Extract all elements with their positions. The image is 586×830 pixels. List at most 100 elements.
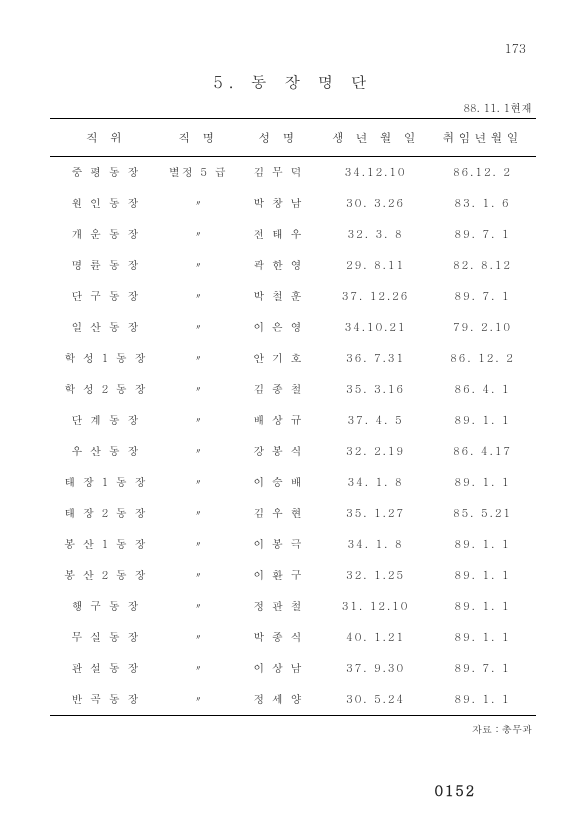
table-row: 우 산 동 장〃강 봉 식32. 2.1986. 4.17 <box>50 436 536 467</box>
col-rank: 직 명 <box>162 119 235 157</box>
cell-appointed: 85. 5.21 <box>429 498 536 529</box>
cell-appointed: 83. 1. 6 <box>429 188 536 219</box>
table-head: 직 위 직 명 성 명 생 년 월 일 취임년월일 <box>50 119 536 157</box>
cell-rank: 〃 <box>162 188 235 219</box>
cell-rank: 〃 <box>162 405 235 436</box>
cell-appointed: 89. 1. 1 <box>429 529 536 560</box>
table-row: 원 인 동 장〃박 창 남30. 3.2683. 1. 6 <box>50 188 536 219</box>
table-row: 태 장 1 동 장〃이 승 배34. 1. 889. 1. 1 <box>50 467 536 498</box>
cell-birth: 30. 5.24 <box>322 684 429 716</box>
cell-birth: 40. 1.21 <box>322 622 429 653</box>
cell-birth: 31. 12.10 <box>322 591 429 622</box>
cell-name: 이 승 배 <box>235 467 322 498</box>
cell-birth: 34. 1. 8 <box>322 529 429 560</box>
cell-position: 봉 산 2 동 장 <box>50 560 162 591</box>
cell-name: 이 환 구 <box>235 560 322 591</box>
cell-birth: 37. 4. 5 <box>322 405 429 436</box>
cell-name: 김 종 철 <box>235 374 322 405</box>
table-row: 학 성 2 동 장〃김 종 철35. 3.1686. 4. 1 <box>50 374 536 405</box>
cell-rank: 〃 <box>162 312 235 343</box>
cell-name: 김 우 현 <box>235 498 322 529</box>
cell-rank: 〃 <box>162 374 235 405</box>
cell-name: 정 관 철 <box>235 591 322 622</box>
table-row: 단 구 동 장〃박 철 훈37. 12.2689. 7. 1 <box>50 281 536 312</box>
cell-name: 배 상 규 <box>235 405 322 436</box>
cell-position: 단 구 동 장 <box>50 281 162 312</box>
source-note: 자료 : 총무과 <box>50 722 536 736</box>
cell-position: 행 구 동 장 <box>50 591 162 622</box>
cell-appointed: 89. 1. 1 <box>429 684 536 716</box>
table-row: 일 산 동 장〃이 은 영34.10.2179. 2.10 <box>50 312 536 343</box>
cell-appointed: 89. 1. 1 <box>429 405 536 436</box>
cell-rank: 〃 <box>162 622 235 653</box>
col-birth: 생 년 월 일 <box>322 119 429 157</box>
as-of-date: 88. 11. 1현재 <box>50 101 536 116</box>
cell-name: 정 세 양 <box>235 684 322 716</box>
cell-appointed: 86. 4. 1 <box>429 374 536 405</box>
cell-name: 안 기 호 <box>235 343 322 374</box>
cell-position: 학 성 2 동 장 <box>50 374 162 405</box>
cell-birth: 29. 8.11 <box>322 250 429 281</box>
cell-name: 이 은 영 <box>235 312 322 343</box>
cell-position: 단 계 동 장 <box>50 405 162 436</box>
table-row: 무 실 동 장〃박 종 식40. 1.2189. 1. 1 <box>50 622 536 653</box>
table-row: 행 구 동 장〃정 관 철31. 12.1089. 1. 1 <box>50 591 536 622</box>
cell-birth: 34.12.10 <box>322 157 429 189</box>
cell-rank: 〃 <box>162 250 235 281</box>
cell-appointed: 89. 7. 1 <box>429 653 536 684</box>
table-row: 중 평 동 장별정 5 급김 무 덕34.12.1086.12. 2 <box>50 157 536 189</box>
table-row: 단 계 동 장〃배 상 규37. 4. 589. 1. 1 <box>50 405 536 436</box>
cell-birth: 34. 1. 8 <box>322 467 429 498</box>
cell-position: 반 곡 동 장 <box>50 684 162 716</box>
table-row: 명 륜 동 장〃곽 한 영29. 8.1182. 8.12 <box>50 250 536 281</box>
cell-position: 태 장 1 동 장 <box>50 467 162 498</box>
cell-appointed: 89. 7. 1 <box>429 281 536 312</box>
cell-position: 무 실 동 장 <box>50 622 162 653</box>
cell-name: 박 창 남 <box>235 188 322 219</box>
cell-rank: 별정 5 급 <box>162 157 235 189</box>
cell-appointed: 89. 1. 1 <box>429 622 536 653</box>
table-row: 봉 산 1 동 장〃이 봉 극34. 1. 889. 1. 1 <box>50 529 536 560</box>
cell-appointed: 89. 1. 1 <box>429 560 536 591</box>
cell-position: 우 산 동 장 <box>50 436 162 467</box>
cell-rank: 〃 <box>162 653 235 684</box>
table-row: 봉 산 2 동 장〃이 환 구32. 1.2589. 1. 1 <box>50 560 536 591</box>
roster-table: 직 위 직 명 성 명 생 년 월 일 취임년월일 중 평 동 장별정 5 급김… <box>50 118 536 716</box>
cell-birth: 37. 9.30 <box>322 653 429 684</box>
cell-birth: 32. 1.25 <box>322 560 429 591</box>
foot-page-number: 0152 <box>435 780 476 800</box>
cell-birth: 35. 1.27 <box>322 498 429 529</box>
cell-position: 태 장 2 동 장 <box>50 498 162 529</box>
page-number: 173 <box>505 40 526 57</box>
document-title: 5. 동 장 명 단 <box>50 70 536 93</box>
cell-appointed: 89. 1. 1 <box>429 591 536 622</box>
cell-rank: 〃 <box>162 498 235 529</box>
cell-rank: 〃 <box>162 281 235 312</box>
cell-birth: 35. 3.16 <box>322 374 429 405</box>
col-name: 성 명 <box>235 119 322 157</box>
col-position: 직 위 <box>50 119 162 157</box>
cell-position: 봉 산 1 동 장 <box>50 529 162 560</box>
cell-rank: 〃 <box>162 591 235 622</box>
cell-position: 명 륜 동 장 <box>50 250 162 281</box>
cell-birth: 32. 3. 8 <box>322 219 429 250</box>
cell-name: 이 상 남 <box>235 653 322 684</box>
cell-rank: 〃 <box>162 560 235 591</box>
cell-birth: 37. 12.26 <box>322 281 429 312</box>
cell-name: 강 봉 식 <box>235 436 322 467</box>
table-row: 반 곡 동 장〃정 세 양30. 5.2489. 1. 1 <box>50 684 536 716</box>
cell-position: 일 산 동 장 <box>50 312 162 343</box>
cell-appointed: 89. 1. 1 <box>429 467 536 498</box>
table-row: 학 성 1 동 장〃안 기 호36. 7.3186. 12. 2 <box>50 343 536 374</box>
cell-appointed: 79. 2.10 <box>429 312 536 343</box>
cell-appointed: 82. 8.12 <box>429 250 536 281</box>
cell-rank: 〃 <box>162 529 235 560</box>
cell-birth: 30. 3.26 <box>322 188 429 219</box>
cell-rank: 〃 <box>162 467 235 498</box>
table-body: 중 평 동 장별정 5 급김 무 덕34.12.1086.12. 2원 인 동 … <box>50 157 536 716</box>
cell-position: 중 평 동 장 <box>50 157 162 189</box>
cell-rank: 〃 <box>162 436 235 467</box>
cell-rank: 〃 <box>162 684 235 716</box>
cell-name: 박 철 훈 <box>235 281 322 312</box>
cell-birth: 32. 2.19 <box>322 436 429 467</box>
